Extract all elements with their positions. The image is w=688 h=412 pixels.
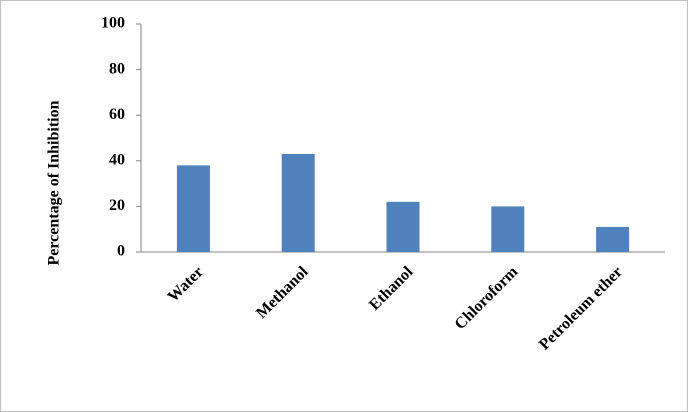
y-tick-label: 0 [117, 243, 125, 260]
bar [176, 165, 210, 252]
bar [491, 206, 525, 252]
y-tick-label: 40 [109, 151, 125, 168]
bar [386, 201, 420, 252]
y-tick-label: 60 [109, 106, 125, 123]
y-tick-label: 20 [109, 197, 125, 214]
y-tick-label: 100 [101, 15, 125, 32]
bar [281, 153, 315, 252]
bar [596, 226, 630, 252]
y-tick-label: 80 [109, 60, 125, 77]
y-axis-title: Percentage of Inhibition [46, 100, 63, 265]
